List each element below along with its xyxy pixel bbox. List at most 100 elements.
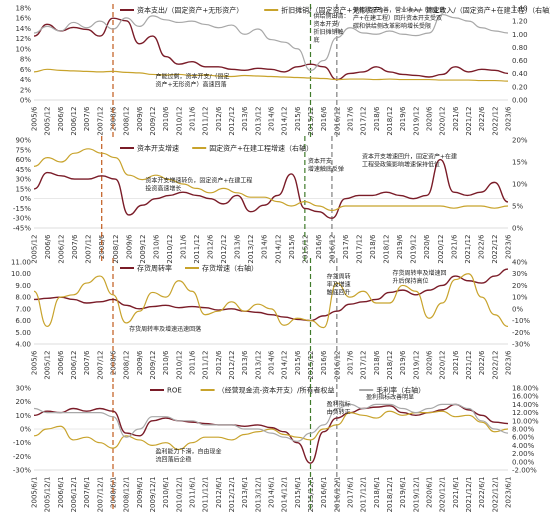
x-tick-label: 2014/6 [268, 106, 276, 131]
x-tick-label: 2013/12 [254, 351, 262, 380]
x-tick-label: 2019/12/1 [412, 477, 420, 513]
y-right-tick-label: 18.00% [512, 385, 539, 393]
x-tick-label: 2012/12 [228, 107, 236, 136]
y-left-tick-label: 6.00 [15, 317, 31, 325]
y-left-tick-label: 8% [20, 56, 31, 64]
annotation-text: 资本开支增速回升，固定资产+在建 [362, 152, 457, 160]
y-left-tick-label: 16% [15, 15, 31, 23]
x-tick-label: 2006/6 [57, 106, 65, 131]
x-tick-label: 2017/6/1 [347, 477, 355, 508]
y-left-tick-label: 20% [15, 398, 31, 406]
y-left-tick-label: 10% [15, 412, 31, 420]
x-tick-label: 2014/12 [281, 351, 289, 380]
x-tick-label: 2016/6 [320, 106, 328, 131]
annotation-text: 资本开支增速转负，固定资产+在建工程 [145, 176, 252, 184]
y-left-tick-label: 15% [15, 185, 31, 193]
x-tick-label: 2005/6 [31, 350, 39, 375]
y-left-tick-label: 12% [15, 35, 31, 43]
x-tick-label: 2006/12 [70, 107, 78, 136]
annotation-text: 率及增速 [327, 280, 351, 288]
series-line [33, 403, 509, 442]
y-right-tick-label: 8.00% [512, 426, 535, 434]
x-tick-label: 2020/6 [426, 350, 434, 375]
x-tick-label: 2020/12 [439, 351, 447, 380]
x-tick-label: 2010/12 [175, 351, 183, 380]
x-tick-label: 2022/6/1 [478, 476, 486, 507]
annotation-text: 盈利能力下滑，自由现金 [156, 448, 222, 456]
x-tick-label: 2008/12/1 [123, 477, 131, 513]
x-tick-label: 2010/6 [162, 350, 170, 375]
y-left-tick-label: -15% [13, 205, 31, 213]
series-line [33, 17, 509, 81]
x-tick-label: 2018/12 [386, 107, 394, 136]
x-tick-label: 2014/6 [261, 234, 269, 259]
annotation-text: 折旧摊销触 [314, 28, 344, 36]
y-right-tick-label: 0.20 [512, 83, 528, 91]
x-tick-label: 2021/12/1 [465, 477, 473, 513]
x-tick-label: 2011/6 [179, 234, 187, 259]
x-tick-label: 2015/12 [307, 107, 315, 136]
x-tick-label: 2007/6 [83, 350, 91, 375]
x-tick-label: 2016/6 [315, 234, 323, 259]
y-left-tick-label: -30% [13, 467, 31, 475]
annotation-text: 底 [314, 36, 320, 44]
x-tick-label: 2020/6/1 [426, 477, 434, 508]
x-tick-label: 2018/12 [386, 351, 394, 380]
y-left-tick-label: 30% [15, 385, 31, 393]
x-tick-label: 2012/6 [207, 234, 215, 259]
annotation-text: 投资高速增长 [145, 184, 181, 192]
y-left-tick-label: 9.00 [15, 282, 31, 290]
legend-label: 存货增速（右轴） [202, 264, 258, 273]
x-tick-label: 2021/12 [465, 107, 473, 136]
annotation-text: 碳和供给侧改革影响增长受限 [353, 22, 431, 30]
y-right-tick-label: 14.00% [512, 401, 539, 409]
x-tick-label: 2021/6 [452, 106, 460, 131]
x-tick-label: 2015/6 [294, 106, 302, 131]
y-left-tick-label: 2% [20, 86, 31, 94]
x-tick-label: 2015/6 [294, 350, 302, 375]
legend-label: 毛利率（右轴） [376, 386, 425, 395]
series-line [33, 68, 509, 82]
x-tick-label: 2023/6 [505, 234, 513, 259]
x-tick-label: 2007/12/1 [96, 477, 104, 513]
y-left-tick-label: 4.00 [15, 341, 31, 349]
y-left-tick-label: 5.00 [15, 329, 31, 337]
x-tick-label: 2012/6/1 [215, 477, 223, 508]
x-tick-label: 2005/12/1 [44, 477, 52, 513]
x-tick-label: 2011/12 [202, 107, 210, 136]
annotation-text: 盈利指标改善明显 [366, 393, 414, 401]
x-tick-label: 2008/12 [123, 351, 131, 380]
y-right-tick-label: 2.00% [512, 450, 535, 458]
y-left-tick-label: -45% [13, 225, 31, 233]
annotation-text: 产+在建工程）回升资本开支受双 [353, 14, 442, 22]
x-tick-label: 2014/6/1 [268, 477, 276, 508]
x-tick-label: 2015/12/1 [307, 477, 315, 513]
annotation-text: 盈利指标 [327, 400, 351, 408]
y-right-tick-label: 20% [512, 282, 528, 290]
x-tick-label: 2007/6 [83, 106, 91, 131]
x-tick-label: 2019/6/1 [399, 477, 407, 508]
legend-label: 存货周转率 [137, 264, 172, 273]
x-tick-label: 2009/12/1 [149, 477, 157, 513]
x-tick-label: 2011/12/1 [202, 477, 210, 513]
y-left-tick-label: 0% [20, 195, 31, 203]
x-tick-label: 2013/6 [241, 350, 249, 375]
y-right-tick-label: 4.00% [512, 442, 535, 450]
x-tick-label: 2022/12/1 [491, 477, 499, 513]
x-tick-label: 2011/12 [193, 235, 201, 264]
x-tick-label: 2018/6 [373, 106, 381, 131]
y-right-tick-label: -2.00% [512, 467, 537, 475]
x-tick-label: 2019/12 [412, 107, 420, 136]
y-right-tick-label: 10% [512, 181, 528, 189]
x-tick-label: 2017/12 [356, 235, 364, 264]
y-left-tick-label: -10% [13, 439, 31, 447]
series-line [33, 13, 509, 72]
x-tick-label: 2013/6 [241, 106, 249, 131]
y-right-tick-label: 30% [512, 270, 528, 278]
annotation-text: 供给状况改善，营业收入/（固定资 [353, 6, 445, 14]
x-tick-label: 2007/12 [96, 107, 104, 136]
series-line [33, 158, 509, 219]
y-right-tick-label: 5% [512, 203, 523, 211]
x-tick-label: 2018/12/1 [386, 477, 394, 513]
